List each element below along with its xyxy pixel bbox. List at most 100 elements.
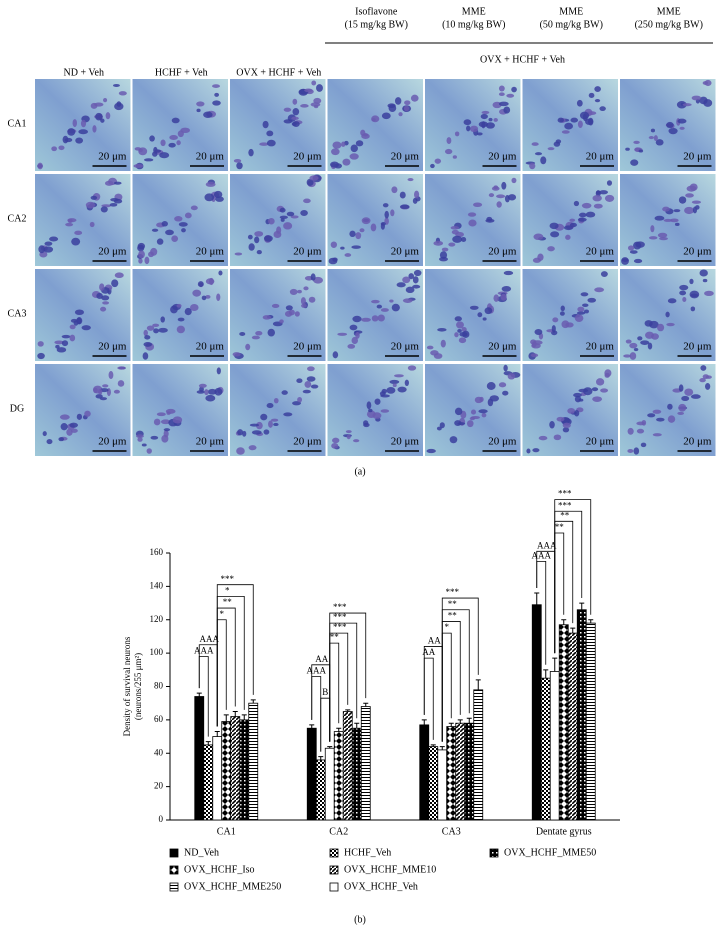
micrograph — [327, 79, 423, 171]
cell — [549, 222, 559, 230]
cell — [629, 352, 637, 360]
cell — [371, 315, 379, 322]
cell — [151, 228, 159, 232]
cell — [207, 388, 217, 395]
cell — [673, 209, 681, 213]
treatment-label: MME — [559, 6, 583, 17]
cell — [700, 365, 707, 371]
scale-bar-label: 20 μm — [391, 341, 420, 353]
cell — [266, 139, 276, 147]
cell — [585, 211, 596, 218]
cell — [313, 97, 322, 104]
cell — [702, 278, 708, 283]
error-bar — [421, 719, 427, 725]
cell — [177, 317, 185, 322]
cell — [100, 118, 105, 123]
scale-bar-label: 20 μm — [586, 341, 615, 353]
significance-bracket — [329, 612, 367, 742]
cell — [361, 217, 371, 225]
legend-label: OVX_HCHF_MME50 — [504, 847, 596, 858]
cell — [310, 384, 319, 389]
error-bar — [579, 602, 585, 610]
cell — [218, 270, 223, 276]
micrograph — [522, 364, 618, 456]
cell — [196, 108, 201, 113]
error-bar — [196, 692, 202, 697]
cell — [511, 86, 517, 93]
cell — [540, 156, 547, 165]
bar — [567, 632, 578, 821]
cell — [190, 303, 199, 312]
significance-label: AAA — [537, 540, 557, 550]
cell — [638, 149, 644, 153]
cell — [292, 121, 300, 128]
cell — [403, 105, 410, 112]
micrograph — [35, 269, 131, 361]
cell — [113, 389, 120, 394]
cell — [279, 207, 286, 213]
cell — [214, 387, 223, 396]
cell — [161, 221, 168, 227]
cell — [496, 194, 506, 199]
cell — [576, 311, 586, 315]
cell — [113, 181, 122, 185]
cell — [349, 324, 358, 331]
cell — [570, 117, 579, 123]
cell — [214, 92, 219, 97]
cell — [679, 290, 687, 296]
cell — [262, 315, 272, 320]
cell — [452, 235, 463, 243]
cell — [501, 181, 507, 190]
cell — [592, 396, 603, 402]
cell — [454, 420, 462, 426]
cell — [331, 442, 339, 449]
cell — [467, 212, 477, 217]
cell — [138, 250, 145, 259]
error-bar — [205, 741, 211, 745]
cell — [300, 210, 308, 217]
cell — [251, 335, 260, 340]
cell — [163, 428, 171, 432]
cell — [382, 203, 389, 208]
error-bar — [534, 592, 540, 605]
cell — [633, 347, 639, 352]
y-axis-label: Density of survival neurons — [122, 636, 132, 736]
cell — [666, 121, 674, 129]
cell — [551, 325, 556, 333]
scale-bar-label: 20 μm — [293, 436, 322, 448]
scale-bar-label: 20 μm — [98, 151, 127, 163]
cell — [484, 307, 493, 315]
cell — [587, 297, 597, 303]
cell — [254, 231, 264, 237]
cell — [402, 276, 411, 284]
micrograph — [425, 174, 521, 266]
cell — [44, 241, 53, 246]
error-bar — [327, 746, 333, 749]
cell — [332, 437, 340, 444]
cell — [205, 278, 215, 285]
cell — [583, 309, 590, 314]
cell — [205, 181, 216, 187]
cell — [297, 397, 303, 403]
cell — [332, 141, 342, 149]
cell — [690, 293, 699, 298]
cell — [454, 316, 462, 322]
treatment-label: (50 mg/kg BW) — [540, 19, 603, 30]
cell — [306, 178, 314, 186]
cell — [61, 340, 69, 347]
cell — [192, 289, 202, 297]
cell — [594, 287, 605, 293]
cell — [380, 409, 390, 413]
treatment-label: (15 mg/kg BW) — [345, 19, 408, 30]
bar — [576, 609, 587, 821]
cell — [307, 366, 315, 372]
cell — [577, 120, 583, 128]
cell — [69, 324, 76, 330]
micrograph — [230, 174, 326, 266]
cell — [449, 436, 458, 444]
cell — [248, 445, 257, 451]
cell — [170, 305, 178, 314]
micrograph-bg — [327, 364, 423, 456]
cell — [691, 200, 701, 204]
significance-label: *** — [333, 602, 347, 612]
